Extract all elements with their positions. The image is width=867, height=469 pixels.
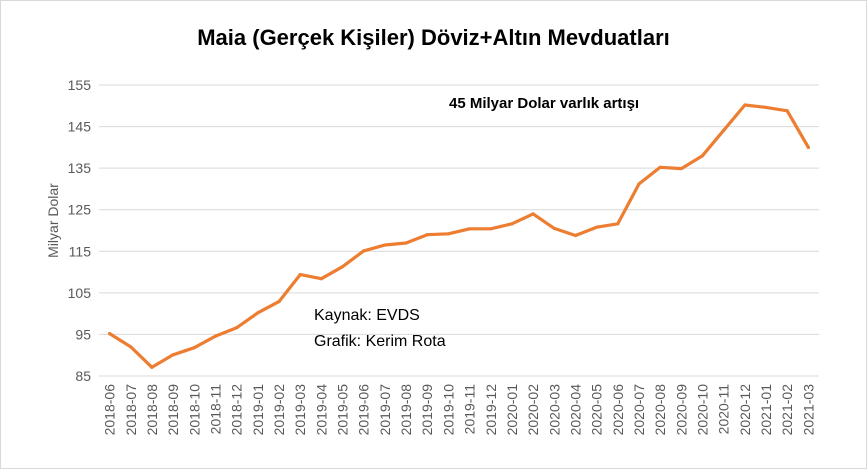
source-note: Kaynak: EVDS [314,307,420,324]
x-axis: 2018-06 2018-07 2018-08 2018-09 2018-10 2018-… [102,384,817,436]
data-point [192,346,196,350]
data-point [806,145,811,149]
series-layer [107,103,811,369]
x-tick-label: 2019-04 [313,384,329,436]
x-tick-label: 2018-07 [123,384,139,436]
data-point [531,212,535,216]
y-tick-label: 145 [68,119,92,135]
x-tick-label: 2018-12 [229,384,245,436]
data-point [637,182,641,186]
y-tick-label: 115 [69,243,92,259]
x-tick-label: 2019-08 [398,384,414,436]
data-point [552,226,556,231]
data-point [298,272,302,277]
data-point [764,105,768,110]
data-point [785,109,789,113]
data-point [616,222,620,226]
x-tick-label: 2019-03 [292,384,308,436]
data-point [467,227,472,231]
x-tick-label: 2020-06 [610,384,626,436]
data-point [510,222,514,226]
x-tick-label: 2019-11 [462,384,478,435]
data-point [171,353,175,357]
data-point [340,265,345,269]
y-tick-label: 95 [75,326,91,342]
data-point [489,227,493,231]
x-tick-label: 2019-01 [250,384,266,436]
x-tick-label: 2020-09 [673,384,689,436]
y-tick-label: 105 [68,285,92,301]
x-tick-label: 2018-08 [144,384,160,436]
x-tick-label: 2018-09 [165,384,181,436]
x-tick-label: 2018-11 [207,384,223,435]
y-tick-label: 125 [68,202,92,218]
x-tick-label: 2020-01 [504,384,520,436]
x-tick-label: 2021-02 [779,384,795,436]
x-tick-label: 2020-05 [589,384,605,436]
x-tick-label: 2019-12 [483,384,499,436]
data-point [235,326,239,330]
y-tick-label: 155 [68,77,92,93]
x-tick-label: 2018-06 [102,384,118,436]
x-tick-label: 2019-02 [271,384,287,436]
x-tick-label: 2021-01 [758,384,774,436]
x-tick-label: 2020-04 [567,384,583,436]
data-point [213,334,218,338]
increase-annotation: 45 Milyar Dolar varlık artışı [449,95,640,112]
data-point [573,233,578,238]
x-tick-label: 2020-11 [716,384,732,435]
x-tick-label: 2018-10 [186,384,202,436]
x-tick-label: 2019-05 [335,384,351,436]
data-point [722,128,726,132]
data-point [150,365,154,369]
data-point [700,154,705,158]
x-tick-label: 2020-10 [695,384,711,436]
data-point [679,166,683,171]
data-point [129,345,133,349]
x-tick-label: 2019-10 [440,384,456,436]
x-tick-label: 2020-02 [525,384,541,436]
data-point [595,225,599,229]
x-tick-label: 2020-08 [652,384,668,436]
chart-title: Maia (Gerçek Kişiler) Döviz+Altın Mevdua… [197,25,670,50]
y-tick-label: 85 [75,368,91,384]
data-point [425,233,429,237]
y-axis-label: Milyar Dolar [45,183,61,258]
data-point [319,277,323,281]
x-tick-label: 2019-06 [356,384,372,436]
data-point [404,241,408,245]
data-point [107,331,112,336]
data-point [383,243,387,247]
data-point [362,249,366,253]
data-point [256,311,260,315]
data-point [277,299,281,304]
y-tick-label: 135 [68,160,92,176]
x-tick-label: 2020-07 [631,384,647,436]
x-tick-label: 2020-03 [546,384,562,436]
x-tick-label: 2021-03 [800,384,816,436]
author-note: Grafik: Kerim Rota [314,333,446,350]
y-axis: 85 95 105 115 125 135 145 155 [68,77,92,384]
data-point [743,103,747,107]
x-tick-label: 2020-12 [737,384,753,436]
x-tick-label: 2019-09 [419,384,435,436]
data-point [658,165,662,169]
data-point [446,232,451,236]
x-tick-label: 2019-07 [377,384,393,436]
series-line [107,103,811,369]
